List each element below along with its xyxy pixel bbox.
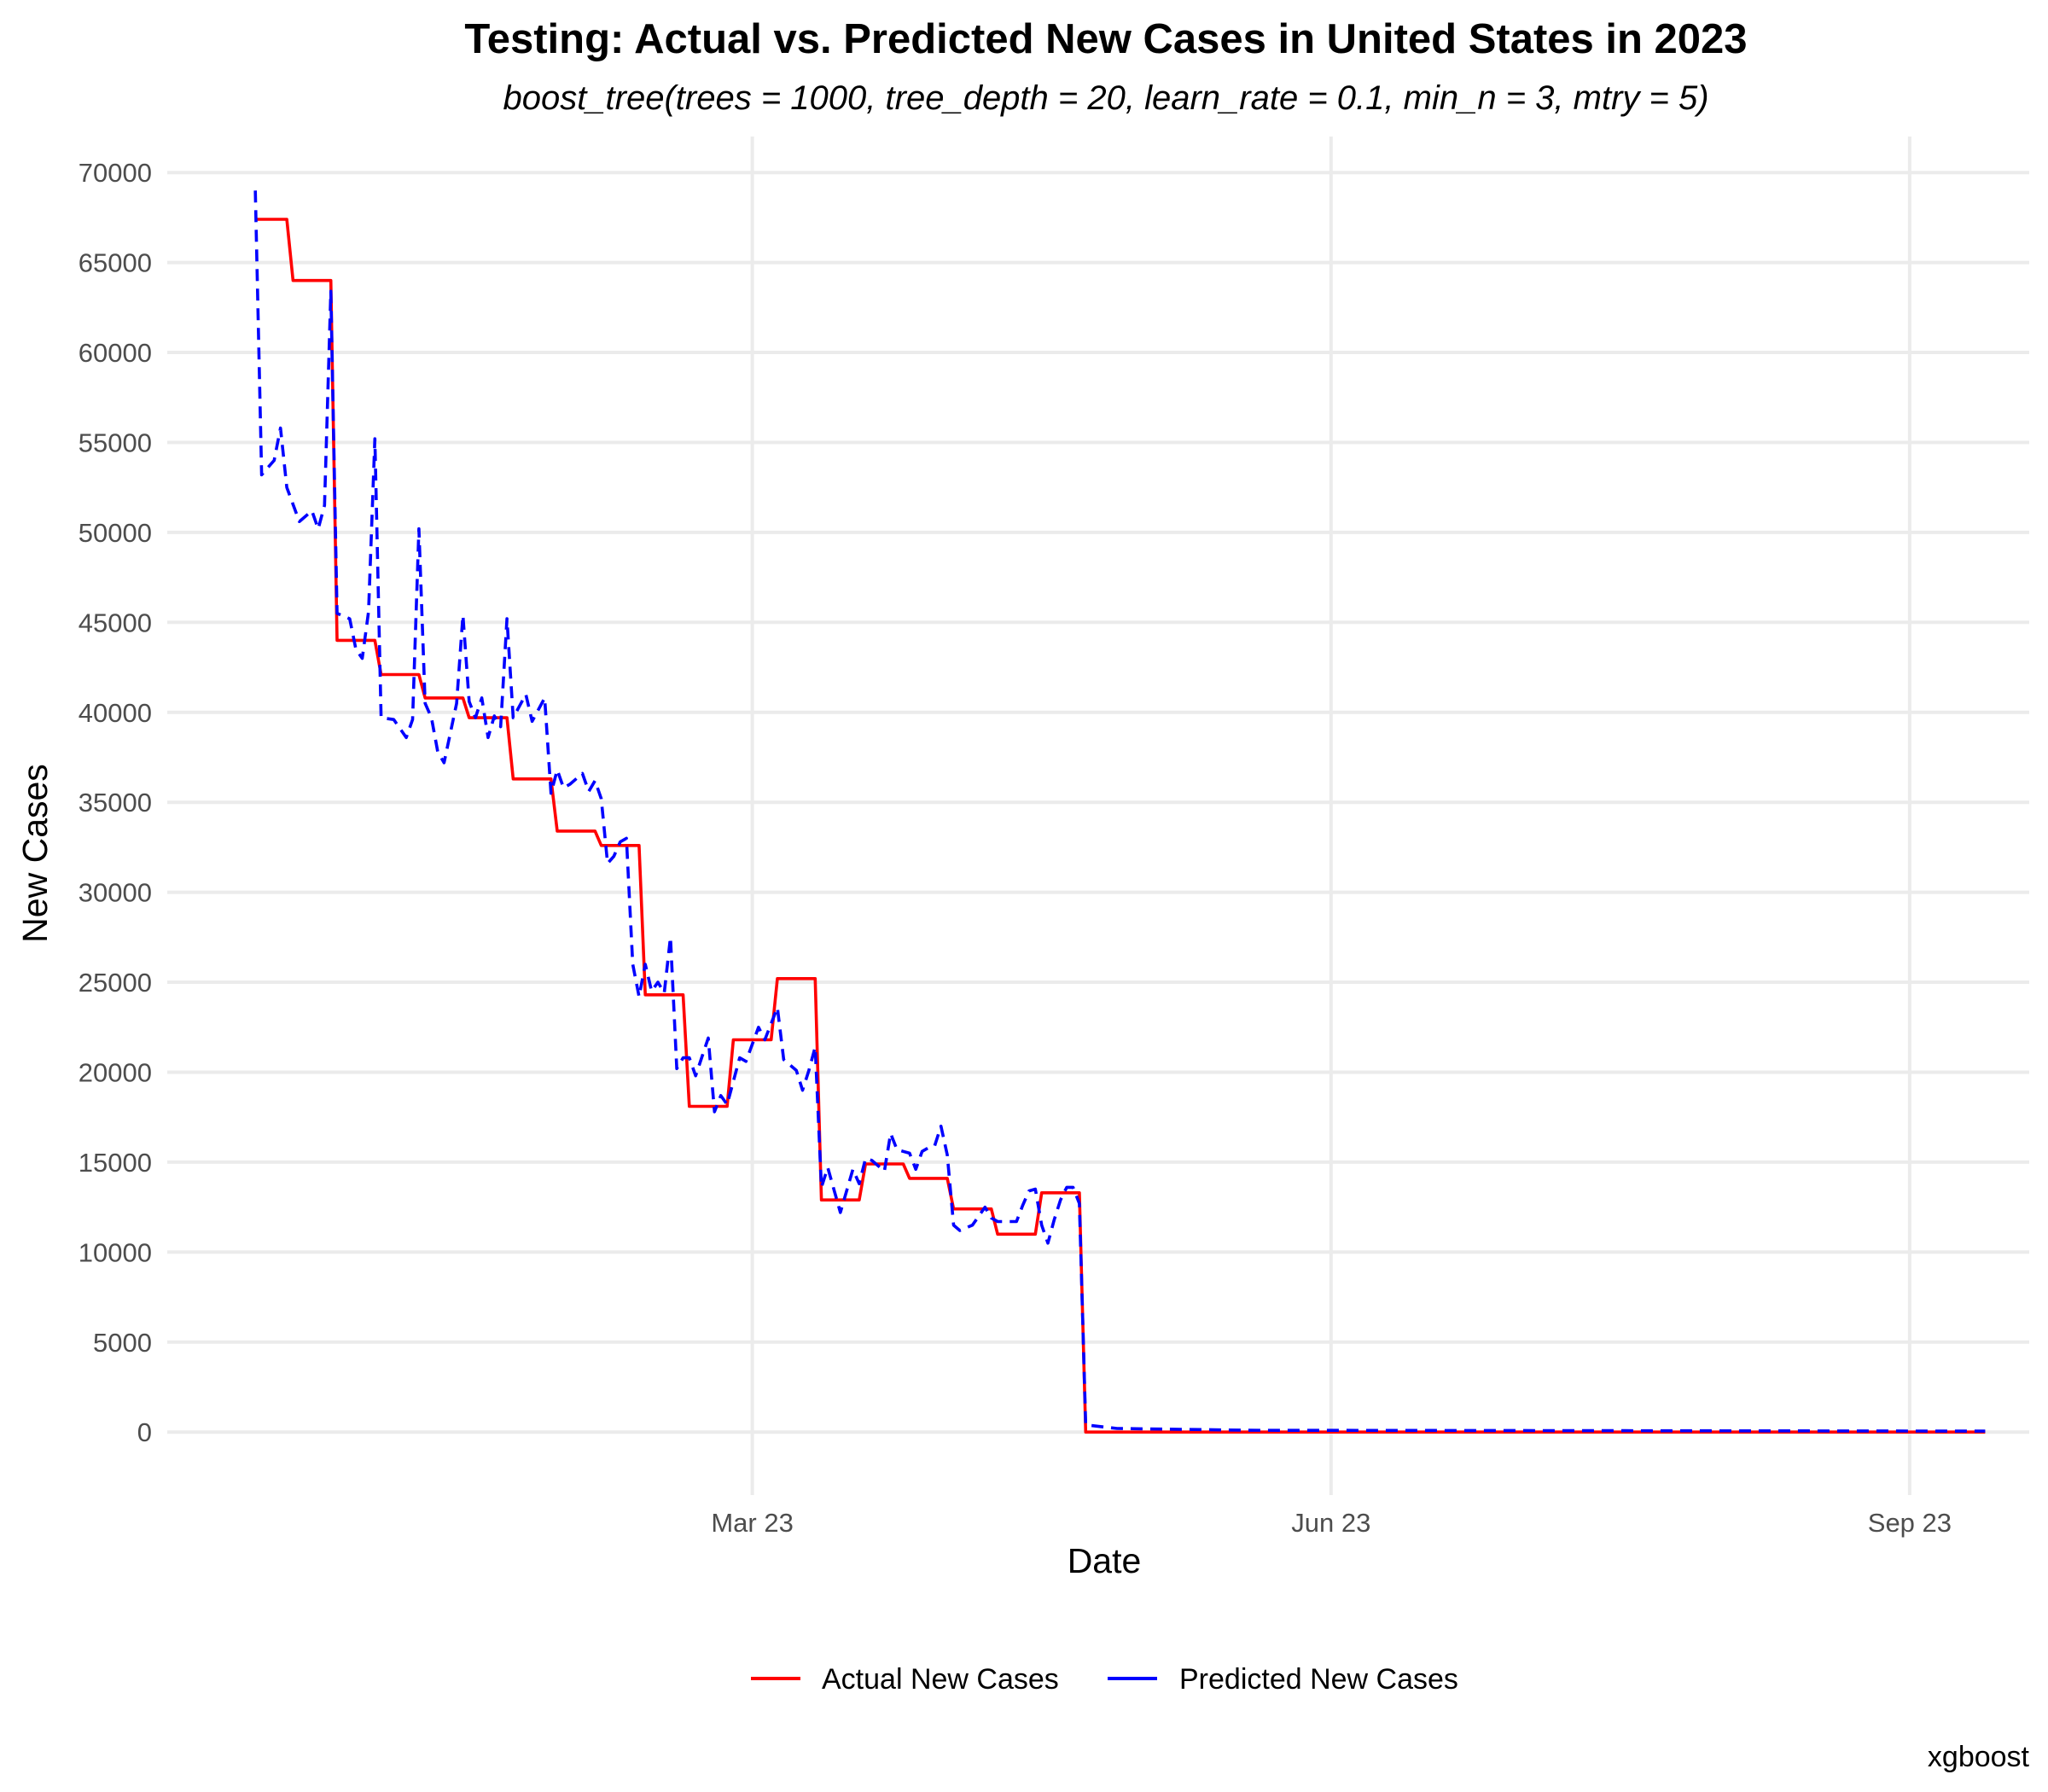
grid [167,137,2029,1495]
legend-label-predicted: Predicted New Cases [1179,1663,1458,1696]
y-axis-tick-labels: 0 5000 10000 15000 20000 25000 30000 35000 40000… [79,158,152,1447]
y-tick-label: 5000 [93,1328,152,1358]
series-actual-new-cases-line [255,218,1986,1434]
y-tick-label: 10000 [79,1237,152,1267]
chart-subtitle: boost_tree(trees = 1000, tree_depth = 20… [503,79,1708,117]
x-axis-tick-labels: Mar 23 Jun 23 Sep 23 [711,1508,1952,1538]
series-layer [253,190,1986,1434]
caption: xgboost [1928,1741,2030,1773]
y-tick-label: 30000 [79,878,152,908]
y-tick-label: 40000 [79,698,152,728]
y-tick-label: 25000 [79,968,152,998]
y-tick-label: 15000 [79,1148,152,1178]
y-tick-label: 50000 [79,518,152,548]
y-tick-label: 45000 [79,608,152,637]
chart-title: Testing: Actual vs. Predicted New Cases … [464,16,1747,62]
y-tick-label: 0 [137,1417,152,1447]
y-tick-label: 35000 [79,788,152,817]
x-tick-label: Mar 23 [711,1508,793,1538]
x-tick-label: Jun 23 [1291,1508,1370,1538]
legend-label-actual: Actual New Cases [822,1663,1059,1696]
y-axis-title: New Cases [15,764,55,943]
x-tick-label: Sep 23 [1868,1508,1952,1538]
series-predicted-new-cases-line [253,190,1986,1433]
legend: Actual New Cases Predicted New Cases [751,1663,1458,1696]
y-tick-label: 55000 [79,428,152,458]
y-tick-label: 65000 [79,248,152,278]
y-tick-label: 20000 [79,1058,152,1088]
y-tick-label: 70000 [79,158,152,188]
x-axis-title: Date [1068,1541,1142,1580]
y-tick-label: 60000 [79,338,152,368]
